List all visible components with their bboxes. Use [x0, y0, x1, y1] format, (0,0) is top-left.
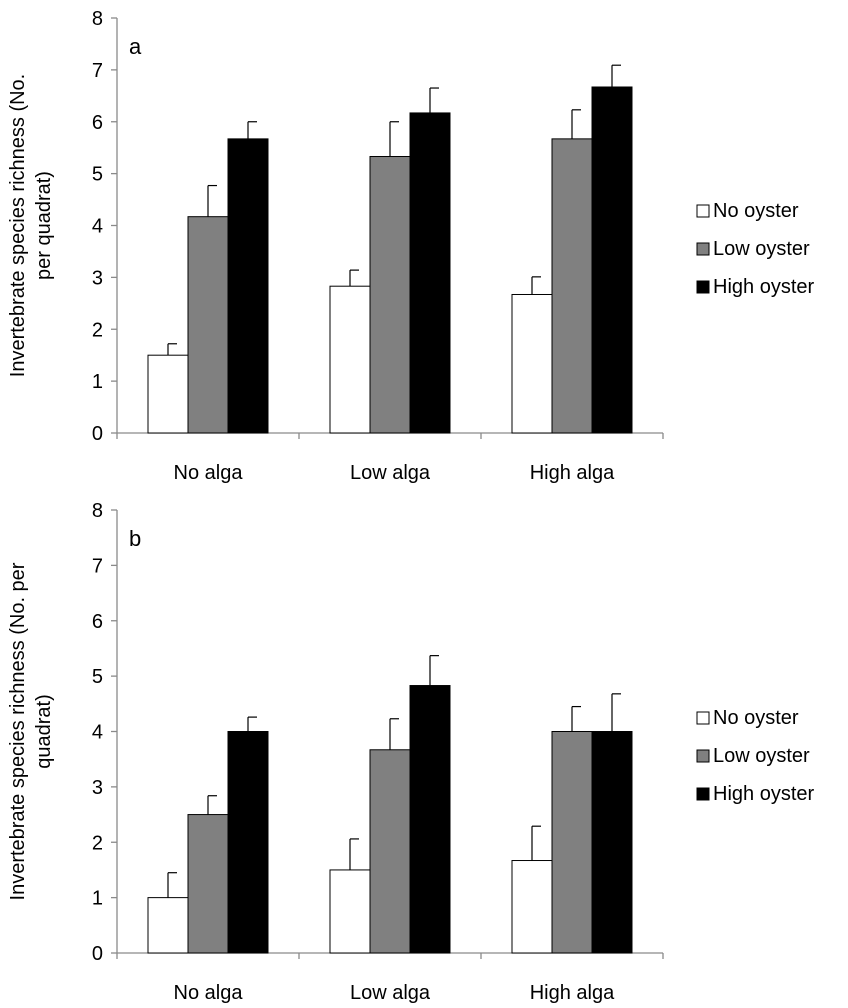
y-tick-label: 5: [92, 666, 103, 688]
y-tick-label: 0: [92, 943, 103, 965]
y-tick-label: 8: [92, 500, 103, 522]
bar: [329, 869, 371, 954]
y-tick-label: 6: [92, 611, 103, 633]
bar: [409, 112, 451, 434]
y-tick-label: 8: [92, 8, 103, 30]
panel-label: b: [129, 526, 141, 551]
y-axis-title-line: Invertebrate species richness (No.: [7, 74, 29, 377]
legend: No oyster Low oyster High oyster: [696, 200, 814, 298]
y-tick-label: 0: [92, 423, 103, 445]
x-category-label: No alga: [174, 462, 244, 484]
y-axis-title: Invertebrate species richness (No. per qu…: [7, 562, 55, 900]
bar: [227, 731, 269, 954]
chart-panel-b: 0 1 2 3 4 5 6 7 8 No alga Low alga High alga b Invert…: [7, 500, 814, 1004]
bar: [409, 685, 451, 954]
legend-label: Low oyster: [713, 745, 810, 767]
y-tick-label: 4: [92, 722, 103, 744]
y-axis-title-line: quadrat): [33, 694, 55, 769]
bar: [187, 814, 229, 954]
legend-label: No oyster: [713, 707, 799, 729]
y-tick-label: 4: [92, 216, 103, 238]
bar: [187, 216, 229, 434]
bar: [369, 749, 411, 954]
legend-swatch: [696, 787, 710, 801]
legend-swatch: [696, 749, 710, 763]
legend-label: No oyster: [713, 200, 799, 222]
y-tick-label: 1: [92, 888, 103, 910]
bar: [329, 285, 371, 434]
bar: [511, 293, 553, 434]
bar: [591, 731, 633, 954]
x-category-label: High alga: [530, 982, 615, 1004]
y-tick-label: 7: [92, 60, 103, 82]
legend-swatch: [696, 204, 710, 218]
y-tick-label: 5: [92, 164, 103, 186]
legend-label: High oyster: [713, 276, 814, 298]
bar: [147, 897, 189, 954]
y-tick-label: 6: [92, 112, 103, 134]
legend-swatch: [696, 242, 710, 256]
bar: [369, 156, 411, 434]
panel-label: a: [129, 34, 142, 59]
y-tick-label: 3: [92, 267, 103, 289]
bar: [511, 860, 553, 954]
x-category-label: No alga: [174, 982, 244, 1004]
bar: [591, 86, 633, 434]
legend-swatch: [696, 711, 710, 725]
y-axis-title-line: per quadrat): [33, 171, 55, 280]
y-tick-label: 1: [92, 371, 103, 393]
x-category-label: Low alga: [350, 982, 431, 1004]
y-axis-title: Invertebrate species richness (No. per qu…: [7, 74, 55, 377]
bar: [147, 354, 189, 434]
y-tick-label: 3: [92, 777, 103, 799]
legend-label: High oyster: [713, 783, 814, 805]
x-category-label: Low alga: [350, 462, 431, 484]
bar: [227, 138, 269, 434]
y-tick-label: 2: [92, 319, 103, 341]
legend-swatch: [696, 280, 710, 294]
legend: No oyster Low oyster High oyster: [696, 707, 814, 805]
y-axis-title-line: Invertebrate species richness (No. per: [7, 562, 29, 900]
legend-label: Low oyster: [713, 238, 810, 260]
x-category-label: High alga: [530, 462, 615, 484]
y-tick-label: 2: [92, 832, 103, 854]
bar: [551, 731, 593, 954]
bar: [551, 138, 593, 434]
y-tick-label: 7: [92, 555, 103, 577]
chart-panel-a: 0 1 2 3 4 5 6 7 8 No alga Low alga High alga a Invert…: [7, 8, 814, 484]
